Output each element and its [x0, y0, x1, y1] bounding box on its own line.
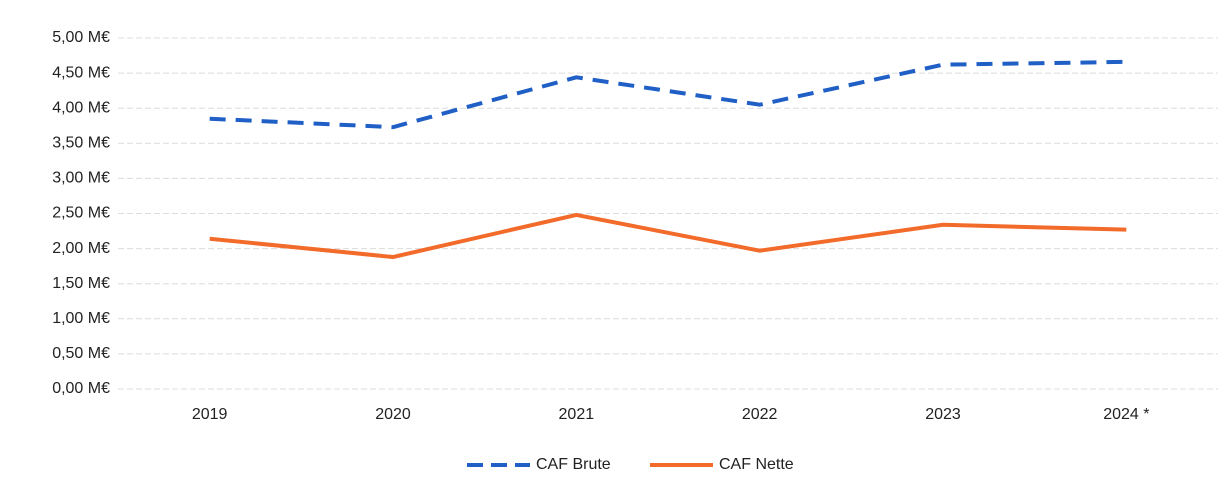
legend-label: CAF Nette [719, 456, 794, 473]
series-line [209, 212, 1127, 260]
y-tick-label: 2,50 M€ [52, 205, 110, 222]
y-tick-label: 3,50 M€ [52, 135, 110, 152]
y-tick-label: 1,00 M€ [52, 310, 110, 327]
x-tick-label: 2024 * [1103, 406, 1149, 423]
y-tick-label: 0,50 M€ [52, 345, 110, 362]
y-tick-label: 4,50 M€ [52, 64, 110, 81]
y-tick-label: 0,00 M€ [52, 380, 110, 397]
x-tick-label: 2019 [192, 406, 228, 423]
x-tick-label: 2023 [925, 406, 961, 423]
legend-label: CAF Brute [536, 456, 611, 473]
y-tick-label: 2,00 M€ [52, 240, 110, 257]
y-tick-label: 1,50 M€ [52, 275, 110, 292]
series-line [209, 59, 1127, 130]
y-tick-label: 5,00 M€ [52, 29, 110, 46]
x-tick-label: 2020 [375, 406, 411, 423]
y-tick-label: 3,00 M€ [52, 170, 110, 187]
y-tick-label: 4,00 M€ [52, 99, 110, 116]
x-tick-label: 2022 [742, 406, 778, 423]
x-tick-label: 2021 [559, 406, 595, 423]
